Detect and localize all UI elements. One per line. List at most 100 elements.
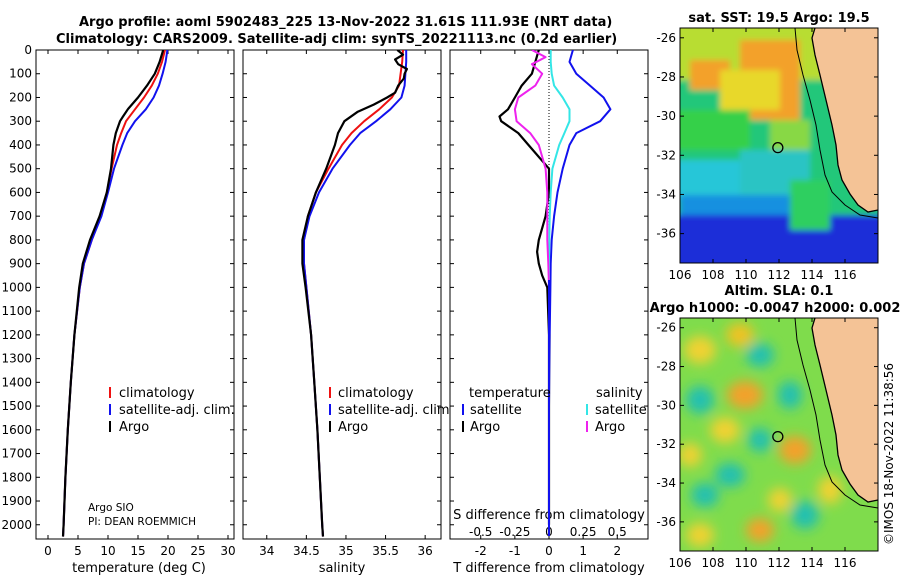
map-y-tick-label: -36: [656, 515, 676, 529]
s-diff-tick-label: 0.5: [608, 525, 627, 539]
temperature-legend: climatology satellite-adj. clim. Argo: [109, 386, 235, 435]
salinity-panel: 34 34.5 35 35.5 36 salinity climatology sate…: [242, 49, 454, 576]
y-tick-label: 1800: [1, 470, 32, 484]
y-tick-label: 1500: [1, 399, 32, 413]
map-y-tick-label: -26: [656, 321, 676, 335]
legend-t-satellite-label: satellite: [470, 403, 522, 418]
temperature-panel: 0100200300400500600700800900100011001200…: [1, 43, 235, 576]
y-tick-label: 200: [9, 90, 32, 104]
x-tick-label: 10: [100, 544, 115, 558]
legend-climatology-label: climatology: [119, 386, 195, 401]
map-y-tick-label: -30: [656, 398, 676, 412]
map-x-tick-label: 108: [702, 556, 725, 570]
y-tick-label: 400: [9, 138, 32, 152]
s-diff-tick-label: -0.5: [469, 525, 492, 539]
legend-climatology-label: climatology: [338, 386, 414, 401]
argo-line: [301, 50, 408, 537]
plot-title-line-2: Climatology: CARS2009. Satellite-adj cli…: [56, 32, 618, 47]
x-tick-label: 30: [220, 544, 235, 558]
sla-coastline: [811, 318, 878, 503]
map-y-tick-label: -34: [656, 476, 676, 490]
y-tick-label: 1300: [1, 352, 32, 366]
t-satellite-line: [548, 50, 612, 525]
s-diff-tick-label: -0.25: [499, 525, 530, 539]
map-x-tick-label: 108: [702, 268, 725, 282]
legend-argo-label: Argo: [338, 420, 368, 435]
map-y-tick-label: -28: [656, 360, 676, 374]
legend-satellite-label: satellite-adj. clim.: [338, 403, 454, 418]
x-tick-label: 25: [190, 544, 205, 558]
x-tick-label: 20: [160, 544, 175, 558]
x-tick-label: 15: [130, 544, 145, 558]
s-diff-tick-label: 0.25: [570, 525, 597, 539]
sla-float-marker: [772, 430, 784, 443]
pi-credit-line-2: PI: DEAN ROEMMICH: [88, 516, 196, 528]
x-tick-label: 0: [44, 544, 52, 558]
plot-title-line-1: Argo profile: aoml 5902483_225 13-Nov-20…: [79, 15, 613, 30]
map-y-tick-label: -34: [656, 187, 676, 201]
t-difference-x-label: T difference from climatology: [452, 561, 645, 576]
y-tick-label: 1400: [1, 375, 32, 389]
temperature-x-label: temperature (deg C): [72, 561, 206, 576]
difference-legend: temperature satellite Argo salinity sate…: [462, 386, 647, 435]
imos-timestamp: ©IMOS 18-Nov-2022 11:38:56: [882, 363, 896, 545]
salinity-plot-frame: [242, 49, 442, 540]
x-tick-label: 34.5: [293, 544, 320, 558]
legend-satellite-label: satellite-adj. clim.: [119, 403, 235, 418]
y-tick-label: 800: [9, 233, 32, 247]
y-tick-label: 0: [24, 43, 32, 57]
y-tick-label: 600: [9, 185, 32, 199]
map-x-tick-label: 106: [669, 268, 692, 282]
y-tick-label: 1900: [1, 494, 32, 508]
y-tick-label: 1600: [1, 423, 32, 437]
sla-map-subtitle: Argo h1000: -0.0047 h2000: 0.002: [650, 301, 900, 316]
x-tick-label: 36: [418, 544, 433, 558]
map-y-tick-label: -30: [656, 109, 676, 123]
y-tick-label: 2000: [1, 518, 32, 532]
legend-s-argo-label: Argo: [595, 420, 625, 435]
y-tick-label: 900: [9, 257, 32, 271]
x-tick-label: 35.5: [372, 544, 399, 558]
sla-map: Altim. SLA: 0.1 Argo h1000: -0.0047 h200…: [650, 284, 900, 570]
legend-t-argo-label: Argo: [470, 420, 500, 435]
salinity-legend: climatology satellite-adj. clim. Argo: [329, 386, 454, 435]
map-x-tick-label: 110: [735, 268, 758, 282]
x-tick-label: 1: [579, 544, 587, 558]
sst-map: sat. SST: 19.5 Argo: 19.5 106 108 110 11: [656, 11, 879, 282]
y-tick-label: 100: [9, 67, 32, 81]
map-y-tick-label: -32: [656, 437, 676, 451]
map-x-tick-label: 114: [801, 268, 824, 282]
map-x-tick-label: 112: [768, 556, 791, 570]
sst-coastline: [811, 28, 878, 213]
sst-map-title: sat. SST: 19.5 Argo: 19.5: [688, 11, 869, 26]
legend-temperature-title: temperature: [469, 386, 551, 401]
x-tick-label: -2: [475, 544, 487, 558]
y-tick-label: 700: [9, 209, 32, 223]
x-tick-label: 34: [259, 544, 274, 558]
salinity-x-label: salinity: [319, 561, 366, 576]
legend-s-satellite-label: satellite: [595, 403, 647, 418]
y-tick-label: 1000: [1, 280, 32, 294]
map-x-tick-label: 110: [735, 556, 758, 570]
sla-land: [812, 318, 878, 502]
y-tick-label: 1700: [1, 447, 32, 461]
sst-land: [812, 28, 878, 212]
x-tick-label: -1: [509, 544, 521, 558]
map-x-tick-label: 116: [834, 556, 857, 570]
argo-line: [61, 50, 165, 537]
legend-salinity-title: salinity: [596, 386, 643, 401]
pi-credit-line-1: Argo SIO: [88, 502, 134, 514]
map-x-tick-label: 112: [768, 268, 791, 282]
sla-map-title: Altim. SLA: 0.1: [725, 284, 834, 299]
sla-shelf-contour: [794, 318, 878, 509]
x-tick-label: 5: [74, 544, 82, 558]
x-tick-label: 0: [545, 544, 553, 558]
y-tick-label: 1100: [1, 304, 32, 318]
y-tick-label: 500: [9, 162, 32, 176]
map-x-tick-label: 116: [834, 268, 857, 282]
legend-argo-label: Argo: [119, 420, 149, 435]
x-tick-label: 2: [613, 544, 621, 558]
map-y-tick-label: -32: [656, 148, 676, 162]
